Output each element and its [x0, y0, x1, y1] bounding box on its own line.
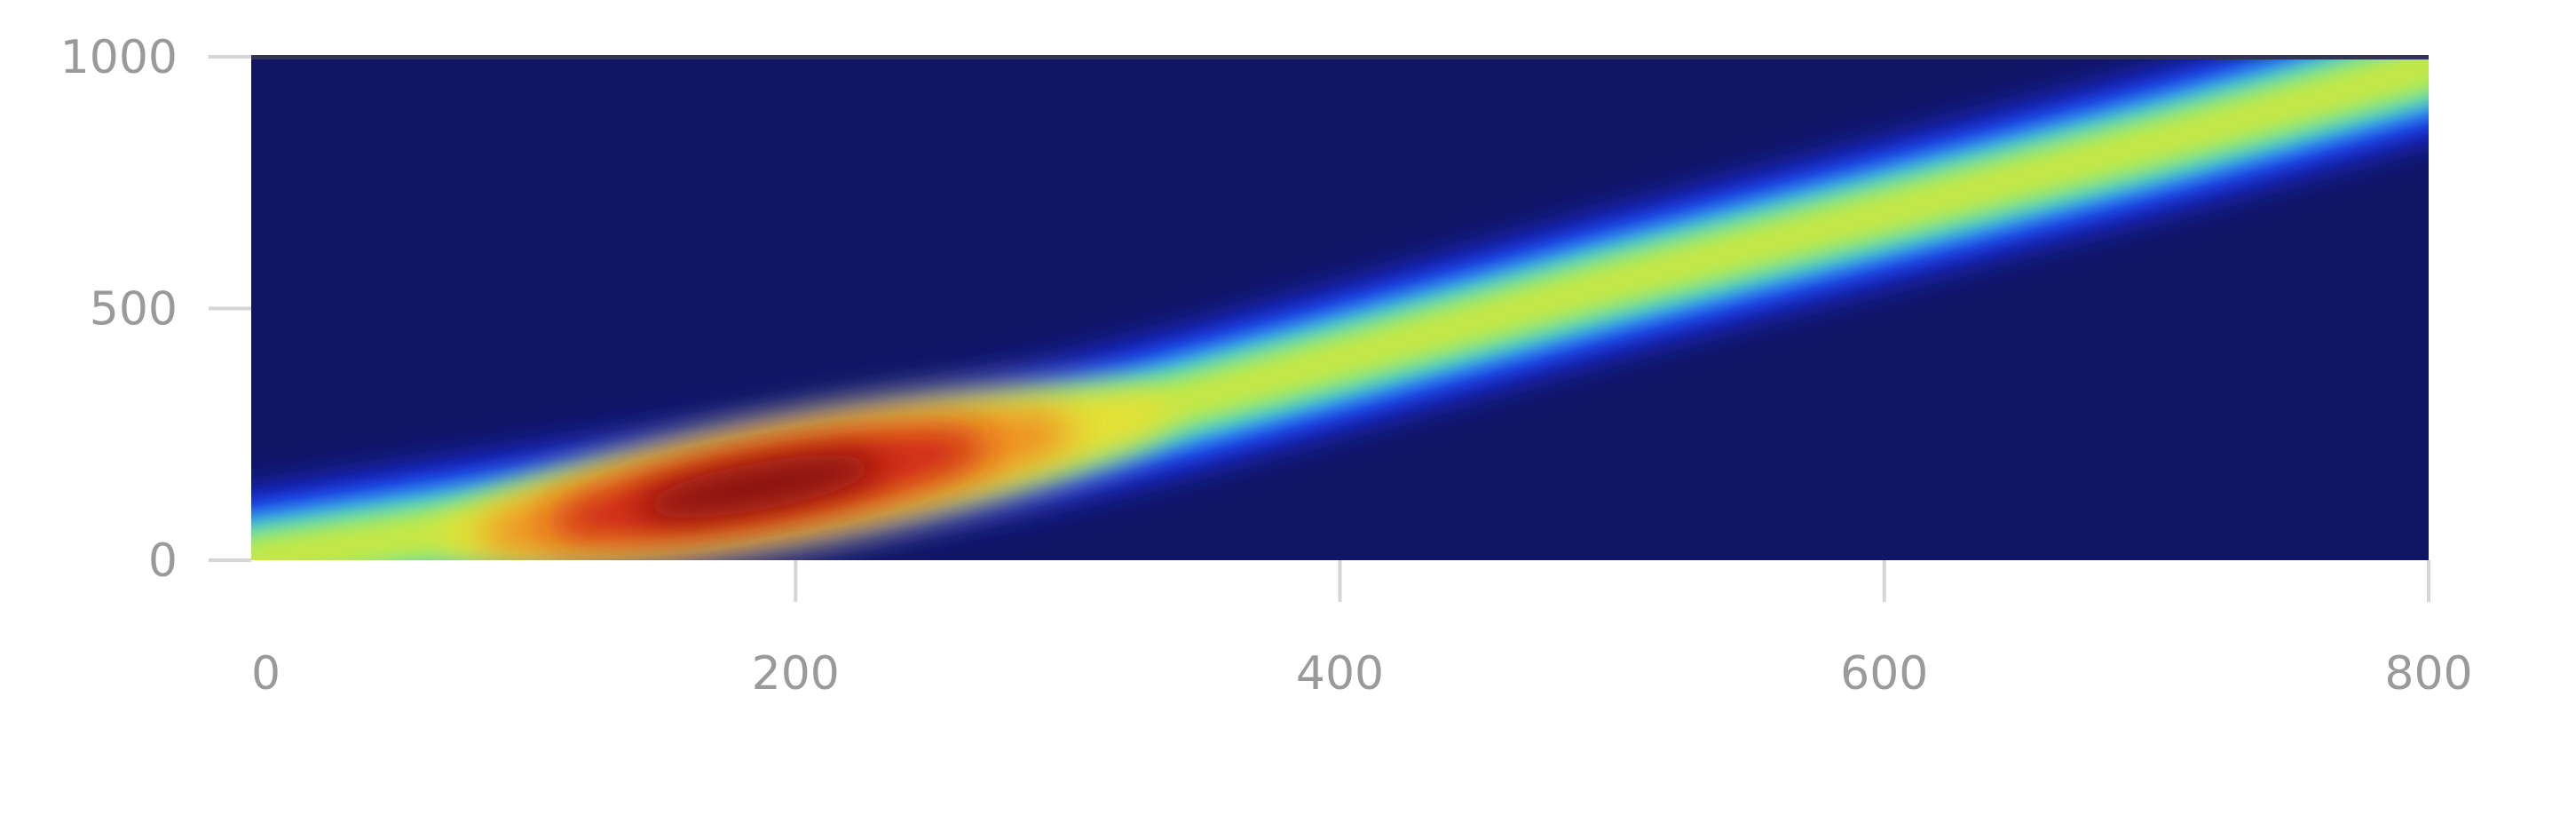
- y-tick-label: 500: [90, 283, 178, 336]
- heatmap-density-band: [251, 57, 2429, 560]
- y-tick-label: 0: [148, 534, 178, 588]
- x-tick-label: 0: [251, 647, 281, 700]
- plot-top-edge: [251, 55, 2429, 59]
- y-axis: 0 500 1000: [60, 31, 251, 588]
- x-tick-label: 400: [1296, 647, 1384, 700]
- core-dark-red: [637, 454, 882, 518]
- x-tick-label: 200: [752, 647, 840, 700]
- x-tick-label: 600: [1840, 647, 1928, 700]
- x-tick-label: 800: [2384, 647, 2472, 700]
- x-axis: 0 200 400 600 800: [251, 560, 2473, 700]
- y-tick-label: 1000: [60, 31, 178, 84]
